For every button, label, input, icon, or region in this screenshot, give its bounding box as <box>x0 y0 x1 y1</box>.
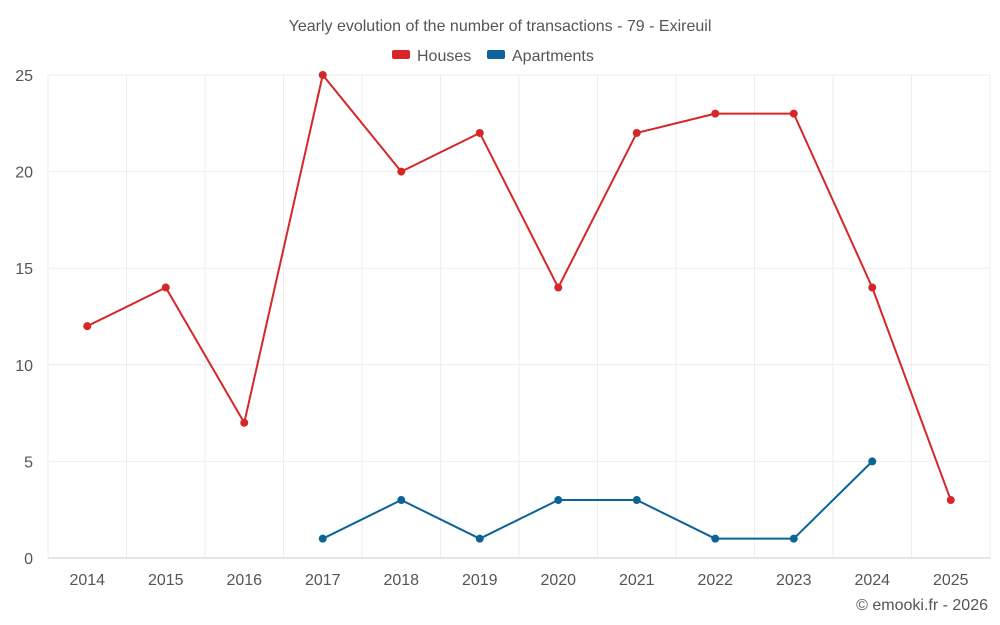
y-tick-label: 25 <box>15 68 33 85</box>
y-tick-label: 5 <box>24 454 33 471</box>
data-point-houses[interactable] <box>632 128 641 137</box>
data-point-houses[interactable] <box>475 128 484 137</box>
series-line-apartments <box>322 460 873 540</box>
data-point-apartments[interactable] <box>318 534 327 543</box>
chart-title: Yearly evolution of the number of transa… <box>289 18 712 35</box>
data-point-houses[interactable] <box>318 71 327 79</box>
data-point-houses[interactable] <box>161 283 170 292</box>
data-point-apartments[interactable] <box>711 534 720 543</box>
y-tick-label: 20 <box>15 165 33 182</box>
x-tick-label: 2018 <box>383 572 419 589</box>
x-tick-label: 2021 <box>619 572 655 589</box>
x-tick-label: 2017 <box>305 572 341 589</box>
y-tick-label: 0 <box>24 551 33 568</box>
data-point-houses[interactable] <box>240 418 249 427</box>
x-tick-label: 2022 <box>697 572 733 589</box>
x-tick-label: 2014 <box>69 572 105 589</box>
data-point-houses[interactable] <box>554 283 563 292</box>
data-point-houses[interactable] <box>789 109 798 118</box>
legend: Houses Apartments <box>392 48 594 65</box>
legend-label-houses[interactable]: Houses <box>417 48 471 65</box>
data-point-apartments[interactable] <box>789 534 798 543</box>
x-tick-label: 2023 <box>776 572 812 589</box>
data-point-apartments[interactable] <box>475 534 484 543</box>
credit-text: © emooki.fr - 2026 <box>856 597 988 614</box>
data-point-apartments[interactable] <box>554 496 563 505</box>
x-tick-label: 2015 <box>148 572 184 589</box>
data-point-houses[interactable] <box>868 283 877 292</box>
y-tick-label: 15 <box>15 261 33 278</box>
series-line-houses <box>86 74 952 501</box>
y-tick-label: 10 <box>15 358 33 375</box>
data-point-houses[interactable] <box>83 322 92 331</box>
x-tick-label: 2019 <box>462 572 498 589</box>
data-point-houses[interactable] <box>711 109 720 118</box>
x-tick-label: 2024 <box>854 572 890 589</box>
legend-swatch-apartments <box>487 50 505 59</box>
data-point-apartments[interactable] <box>632 496 641 505</box>
x-tick-label: 2025 <box>933 572 969 589</box>
data-point-apartments[interactable] <box>868 457 877 466</box>
x-tick-label: 2020 <box>540 572 576 589</box>
data-point-houses[interactable] <box>397 167 406 176</box>
x-tick-label: 2016 <box>226 572 262 589</box>
data-point-houses[interactable] <box>946 496 955 505</box>
legend-label-apartments[interactable]: Apartments <box>512 48 594 65</box>
data-point-apartments[interactable] <box>397 496 406 505</box>
legend-swatch-houses <box>392 50 410 59</box>
